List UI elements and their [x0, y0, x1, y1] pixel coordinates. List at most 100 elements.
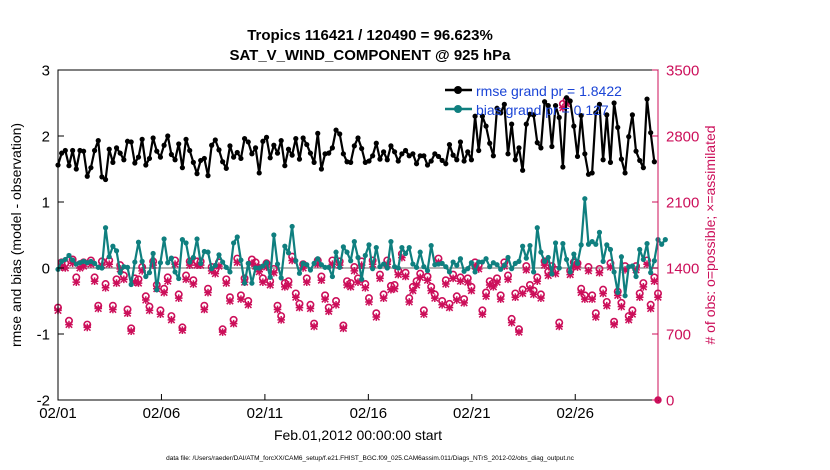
rmse-point [249, 151, 255, 157]
obs-assimilated-point [138, 267, 146, 275]
rmse-point [494, 105, 500, 111]
x-axis: 02/01 02/06 02/11 02/16 02/21 02/26 [39, 394, 594, 422]
rmse-point [333, 127, 339, 133]
obs-assimilated-point [595, 268, 604, 277]
obs-assimilated-point [317, 276, 326, 285]
rmse-point [399, 151, 405, 157]
rmse-point [483, 123, 489, 129]
bias-point [355, 254, 361, 261]
obs-assimilated-point [131, 278, 139, 286]
bias-point [110, 243, 116, 249]
rmse-point [381, 149, 387, 155]
rmse-point [223, 165, 229, 171]
obs-assimilated-point [346, 283, 355, 291]
rmse-point [289, 152, 295, 158]
rmse-point [410, 151, 416, 157]
bias-point [618, 254, 625, 260]
bias-point [212, 262, 218, 268]
rmse-point [70, 147, 76, 154]
obs-assimilated-point [650, 277, 659, 285]
bias-point [574, 260, 581, 266]
obs-assimilated-point [526, 284, 534, 293]
bias-point [285, 250, 292, 256]
bias-point [527, 242, 533, 249]
bias-point [457, 256, 464, 262]
bias-point [406, 244, 412, 251]
bias-point [340, 244, 346, 250]
obs-assimilated-point [613, 291, 622, 300]
bias-point [633, 273, 639, 280]
plot-area [58, 70, 658, 400]
rmse-point [457, 139, 464, 145]
obs-assimilated-point [160, 288, 168, 297]
rmse-point [370, 153, 376, 159]
obs-assimilated-point [306, 304, 315, 313]
obs-assimilated-point [218, 328, 227, 336]
bias-point [629, 263, 635, 269]
rmse-point [384, 157, 390, 163]
obs-assimilated-point [204, 288, 212, 297]
bias-point [498, 266, 504, 272]
bias-point [472, 269, 478, 275]
rmse-point [271, 142, 277, 148]
rmse-point [274, 150, 281, 156]
obs-assimilated-point [244, 300, 253, 309]
rmse-point [81, 148, 87, 154]
rmse-point [205, 173, 211, 179]
bias-point [132, 259, 138, 265]
obs-assimilated-point [302, 278, 311, 286]
chart-subtitle: SAT_V_WIND_COMPONENT @ 925 hPa [229, 47, 511, 64]
rmse-point [391, 149, 398, 155]
rmse-point [373, 140, 379, 146]
bias-point [234, 234, 240, 240]
obs-assimilated-point [211, 269, 220, 278]
rmse-point [395, 158, 401, 164]
x-tick-label: 02/11 [247, 405, 283, 422]
rmse-point [238, 155, 244, 162]
obs-assimilated-point [474, 265, 483, 273]
bias-point [399, 244, 405, 251]
bias-point [443, 264, 449, 270]
rmse-point [509, 121, 515, 127]
obs-assimilated-point [112, 279, 121, 287]
obs-assimilated-point [90, 277, 99, 285]
bias-point [622, 293, 628, 299]
bias-point [238, 257, 244, 263]
rmse-point [172, 157, 178, 163]
rmse-point [446, 141, 453, 148]
bias-point [395, 265, 401, 271]
rmse-point [388, 143, 394, 149]
obs-assimilated-point [163, 277, 172, 285]
left-tick-label: 2 [42, 129, 50, 146]
obs-assimilated-point [354, 278, 362, 286]
obs-assimilated-point [452, 296, 461, 304]
obs-assimilated-point [581, 295, 589, 303]
obs-assimilated-point [493, 278, 501, 286]
obs-assimilated-point [281, 283, 289, 291]
obs-assimilated-point [628, 310, 637, 318]
obs-assimilated-point [284, 281, 293, 289]
obs-assimilated-point [332, 300, 340, 309]
obs-assimilated-point [504, 275, 512, 284]
rmse-point [516, 145, 522, 151]
bias-point [615, 289, 621, 296]
obs-assimilated-point [248, 259, 256, 268]
obs-assimilated-point [376, 274, 384, 283]
obs-assimilated-point [288, 256, 296, 265]
obs-assimilated-point [372, 313, 381, 321]
obs-assimilated-point [226, 297, 234, 305]
bias-point [413, 264, 420, 270]
bias-point [560, 240, 566, 247]
rmse-point [234, 149, 240, 156]
rmse-point [615, 124, 621, 131]
bias-point [465, 266, 471, 272]
rmse-point [633, 148, 639, 154]
bias-point [589, 239, 595, 245]
obs-assimilated-point [357, 261, 366, 269]
rmse-point [498, 110, 504, 116]
rmse-point [476, 147, 482, 154]
bias-point [428, 242, 434, 249]
bias-point [366, 242, 372, 248]
bias-point [227, 269, 233, 275]
bias-point [315, 256, 321, 262]
